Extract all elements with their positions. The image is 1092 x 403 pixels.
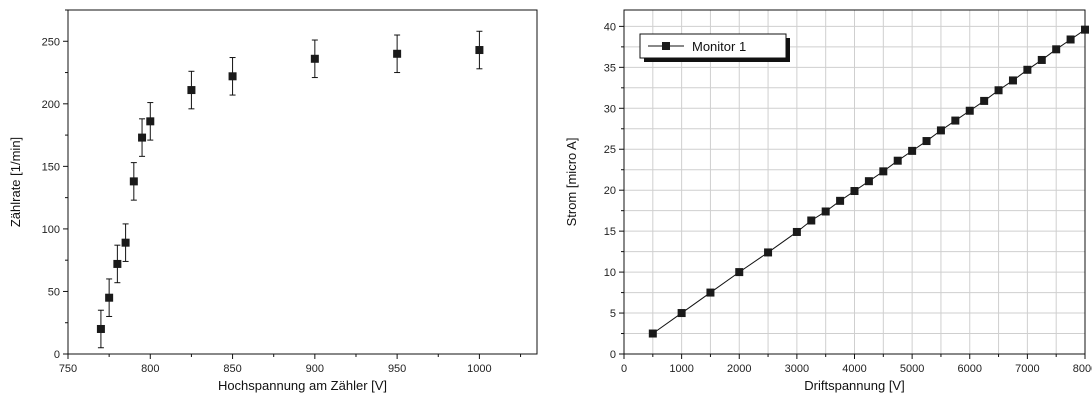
- data-point: [121, 238, 130, 247]
- data-point: [864, 177, 873, 186]
- legend: Monitor 1: [639, 33, 790, 62]
- data-point: [475, 46, 484, 55]
- x-tick-label: 1000: [467, 363, 491, 375]
- legend-label: Monitor 1: [692, 39, 746, 54]
- counting-rate-chart: 750 800 850 900 950 1000 0 50 100 150 200 250 Hochsp…: [8, 9, 538, 393]
- y-tick-label: 0: [54, 349, 60, 361]
- data-point: [129, 177, 138, 186]
- y-tick-label: 15: [604, 226, 616, 238]
- y-tick-label: 25: [604, 144, 616, 156]
- data-point: [1023, 65, 1032, 74]
- y-tick-label: 10: [604, 267, 616, 279]
- data-point: [836, 196, 845, 205]
- data-point: [1081, 25, 1089, 34]
- data-point: [936, 126, 945, 135]
- x-tick-label: 750: [59, 363, 77, 375]
- data-point: [807, 216, 816, 225]
- y-tick-label: 20: [604, 185, 616, 197]
- y-tick-label: 40: [604, 21, 616, 33]
- data-point: [648, 329, 657, 338]
- data-point: [393, 49, 402, 58]
- x-tick-label: 900: [306, 363, 324, 375]
- x-tick-label: 850: [223, 363, 241, 375]
- plot-frame: [67, 9, 538, 355]
- data-point: [893, 156, 902, 165]
- data-point: [677, 309, 686, 318]
- y-tick-label: 35: [604, 62, 616, 74]
- data-point: [228, 72, 237, 81]
- data-point: [792, 227, 801, 236]
- x-tick-label: 7000: [1015, 363, 1039, 375]
- data-point: [187, 86, 196, 95]
- x-axis-title: Driftspannung [V]: [804, 378, 904, 393]
- data-point: [1052, 45, 1061, 54]
- y-tick-label: 150: [42, 161, 60, 173]
- data-point: [965, 106, 974, 115]
- data-point: [1008, 76, 1017, 85]
- data-point: [980, 96, 989, 105]
- x-tick-label: 1000: [669, 363, 693, 375]
- y-tick-label: 5: [610, 308, 616, 320]
- data-point: [850, 187, 859, 196]
- y-tick-label: 250: [42, 36, 60, 48]
- data-point: [1037, 55, 1046, 64]
- data-point: [951, 116, 960, 125]
- grid: [624, 10, 1085, 354]
- data-point: [994, 86, 1003, 95]
- y-axis-title: Strom [micro A]: [564, 138, 579, 227]
- data-point: [764, 248, 773, 257]
- y-tick-label: 200: [42, 99, 60, 111]
- data-point: [105, 293, 114, 302]
- data-point: [879, 167, 888, 176]
- y-tick-label: 100: [42, 224, 60, 236]
- y-axis-title: Zählrate [1/min]: [8, 137, 23, 227]
- data-point: [138, 133, 147, 142]
- data-point: [310, 54, 319, 63]
- x-tick-label: 0: [621, 363, 627, 375]
- data-point: [146, 117, 155, 126]
- x-axis-title: Hochspannung am Zähler [V]: [218, 378, 387, 393]
- data-point: [922, 137, 931, 146]
- data-point: [96, 324, 105, 333]
- y-tick-label: 0: [610, 349, 616, 361]
- data-point: [908, 146, 917, 155]
- x-tick-label: 800: [141, 363, 159, 375]
- data-point: [113, 259, 122, 268]
- data-point: [1066, 35, 1075, 44]
- x-tick-label: 3000: [785, 363, 809, 375]
- legend-marker: [662, 42, 670, 50]
- x-tick-label: 6000: [958, 363, 982, 375]
- x-tick-label: 5000: [900, 363, 924, 375]
- x-tick-label: 950: [388, 363, 406, 375]
- data-point: [706, 288, 715, 297]
- y-tick-label: 50: [48, 286, 60, 298]
- x-tick-label: 2000: [727, 363, 751, 375]
- data-point: [821, 207, 830, 216]
- x-tick-label: 4000: [842, 363, 866, 375]
- y-tick-label: 30: [604, 103, 616, 115]
- data-point: [735, 268, 744, 277]
